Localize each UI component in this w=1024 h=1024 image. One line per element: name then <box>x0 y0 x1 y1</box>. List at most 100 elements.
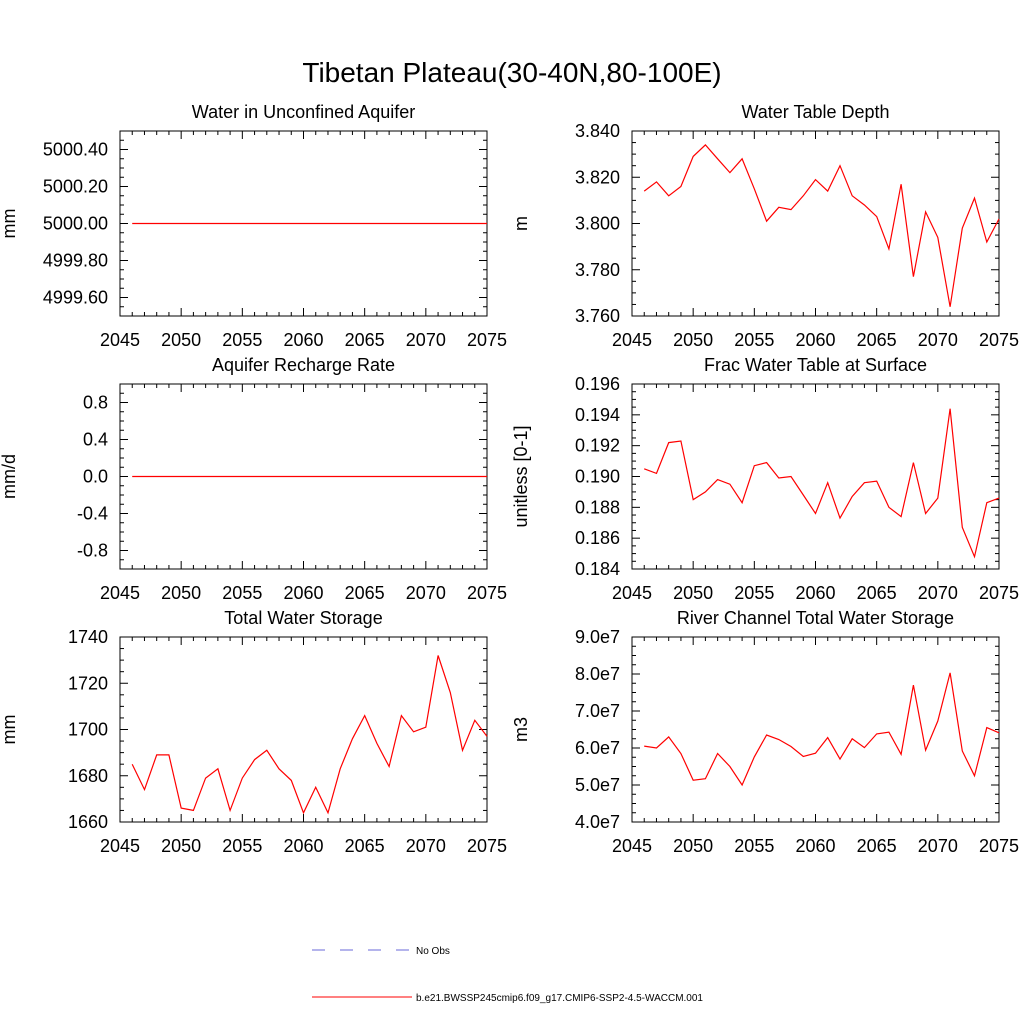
y-tick-label: -0.4 <box>77 504 108 524</box>
y-axis-label: unitless [0-1] <box>511 425 531 527</box>
y-tick-label: 0.186 <box>575 528 620 548</box>
y-tick-label: 4.0e7 <box>575 812 620 832</box>
y-tick-label: 3.800 <box>575 214 620 234</box>
x-tick-label: 2075 <box>979 330 1019 350</box>
x-tick-label: 2065 <box>857 330 897 350</box>
x-tick-label: 2060 <box>283 836 323 856</box>
y-tick-label: 3.820 <box>575 167 620 187</box>
y-tick-label: 6.0e7 <box>575 738 620 758</box>
x-tick-label: 2065 <box>857 583 897 603</box>
legend-label: No Obs <box>416 946 450 957</box>
x-tick-label: 2060 <box>283 583 323 603</box>
x-tick-label: 2055 <box>734 583 774 603</box>
x-tick-label: 2060 <box>795 836 835 856</box>
x-tick-label: 2045 <box>100 836 140 856</box>
plot-frame <box>631 636 1000 823</box>
x-tick-label: 2055 <box>734 330 774 350</box>
x-tick-label: 2050 <box>673 836 713 856</box>
x-tick-label: 2070 <box>406 583 446 603</box>
x-tick-label: 2055 <box>222 583 262 603</box>
series-line <box>643 408 1000 559</box>
panel-title: Aquifer Recharge Rate <box>212 355 395 375</box>
x-tick-label: 2070 <box>406 836 446 856</box>
y-tick-label: 1700 <box>68 720 108 740</box>
x-tick-label: 2075 <box>467 330 507 350</box>
y-tick-label: 5000.20 <box>43 177 108 197</box>
panel-title: Frac Water Table at Surface <box>704 355 927 375</box>
y-tick-label: 0.4 <box>83 430 108 450</box>
y-axis-label: m <box>511 216 531 231</box>
chart-panels: Water in Unconfined Aquifer mm 2045 2050 205… <box>0 102 1019 856</box>
panel-title: Total Water Storage <box>224 608 382 628</box>
x-tick-label: 2075 <box>467 836 507 856</box>
x-tick-label: 2070 <box>406 330 446 350</box>
chart-panel: Frac Water Table at Surface unitless [0-1… <box>511 355 1019 603</box>
y-tick-label: 3.840 <box>575 121 620 141</box>
y-tick-label: 0.196 <box>575 374 620 394</box>
y-tick-label: 1680 <box>68 766 108 786</box>
y-tick-label: 0.194 <box>575 405 620 425</box>
legend-label: b.e21.BWSSP245cmip6.f09_g17.CMIP6-SSP2-4… <box>416 993 703 1004</box>
x-tick-label: 2065 <box>345 836 385 856</box>
plot-frame <box>119 636 488 823</box>
y-tick-label: 9.0e7 <box>575 627 620 647</box>
y-tick-label: 7.0e7 <box>575 701 620 721</box>
x-tick-label: 2060 <box>283 330 323 350</box>
x-tick-label: 2045 <box>100 583 140 603</box>
y-axis-label: mm <box>0 715 19 745</box>
x-tick-label: 2055 <box>222 836 262 856</box>
legend: No Obs b.e21.BWSSP245cmip6.f09_g17.CMIP6-… <box>312 946 703 1004</box>
y-tick-label: -0.8 <box>77 541 108 561</box>
x-tick-label: 2070 <box>918 583 958 603</box>
y-tick-label: 5000.00 <box>43 214 108 234</box>
x-tick-label: 2075 <box>979 836 1019 856</box>
x-tick-label: 2075 <box>467 583 507 603</box>
plot-frame <box>631 130 1000 317</box>
x-tick-label: 2050 <box>161 836 201 856</box>
y-axis-label: mm <box>0 209 19 239</box>
y-tick-label: 3.780 <box>575 260 620 280</box>
x-tick-label: 2060 <box>795 583 835 603</box>
y-tick-label: 0.8 <box>83 393 108 413</box>
series-line <box>644 672 1000 787</box>
chart-panel: Total Water Storage mm 2045 2050 2055 2060 206… <box>0 608 507 856</box>
chart-panel: Water Table Depth m 2045 2050 2055 2060 2065 20… <box>511 102 1019 350</box>
panel-title: Water Table Depth <box>741 102 889 122</box>
x-tick-label: 2050 <box>673 583 713 603</box>
y-tick-label: 3.760 <box>575 306 620 326</box>
x-tick-label: 2055 <box>734 836 774 856</box>
x-tick-label: 2045 <box>100 330 140 350</box>
x-tick-label: 2050 <box>161 330 201 350</box>
x-tick-label: 2070 <box>918 836 958 856</box>
x-tick-label: 2065 <box>857 836 897 856</box>
y-tick-label: 4999.80 <box>43 251 108 271</box>
chart-panel: Aquifer Recharge Rate mm/d 2045 2050 2055 206… <box>0 355 507 603</box>
y-tick-label: 5.0e7 <box>575 775 620 795</box>
x-tick-label: 2055 <box>222 330 262 350</box>
x-tick-label: 2065 <box>345 330 385 350</box>
plot-frame <box>631 383 1000 570</box>
y-tick-label: 5000.40 <box>43 140 108 160</box>
y-tick-label: 4999.60 <box>43 288 108 308</box>
chart-panel: River Channel Total Water Storage m3 2045 2… <box>511 608 1019 856</box>
x-tick-label: 2050 <box>673 330 713 350</box>
x-tick-label: 2070 <box>918 330 958 350</box>
y-tick-label: 0.188 <box>575 497 620 517</box>
x-tick-label: 2045 <box>612 836 652 856</box>
y-tick-label: 1740 <box>68 627 108 647</box>
y-tick-label: 0.192 <box>575 436 620 456</box>
panel-title: River Channel Total Water Storage <box>677 608 954 628</box>
y-tick-label: 0.184 <box>575 559 620 579</box>
y-tick-label: 0.190 <box>575 467 620 487</box>
panel-title: Water in Unconfined Aquifer <box>192 102 415 122</box>
y-tick-label: 8.0e7 <box>575 664 620 684</box>
x-tick-label: 2050 <box>161 583 201 603</box>
y-axis-label: m3 <box>511 717 531 742</box>
page-title: Tibetan Plateau(30-40N,80-100E) <box>302 57 721 88</box>
x-tick-label: 2045 <box>612 330 652 350</box>
series-line <box>643 144 1000 307</box>
x-tick-label: 2045 <box>612 583 652 603</box>
x-tick-label: 2075 <box>979 583 1019 603</box>
y-axis-label: mm/d <box>0 454 19 499</box>
